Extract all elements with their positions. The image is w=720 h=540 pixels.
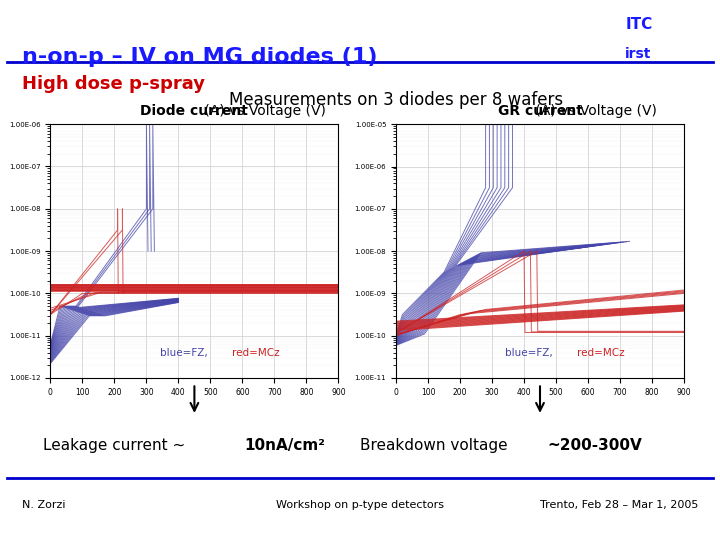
Text: ITC: ITC — [625, 17, 652, 32]
Text: Diode current: Diode current — [140, 104, 248, 118]
Text: Trento, Feb 28 – Mar 1, 2005: Trento, Feb 28 – Mar 1, 2005 — [540, 500, 698, 510]
Text: irst: irst — [625, 47, 652, 61]
Text: Measurements on 3 diodes per 8 wafers: Measurements on 3 diodes per 8 wafers — [229, 91, 563, 109]
Text: High dose p-spray: High dose p-spray — [22, 75, 204, 93]
Text: GR current: GR current — [498, 104, 582, 118]
Text: (A) vs Voltage (V): (A) vs Voltage (V) — [200, 104, 325, 118]
Text: red=MCz: red=MCz — [577, 348, 625, 357]
Text: red=MCz: red=MCz — [232, 348, 279, 357]
Text: n-on-p – IV on MG diodes (1): n-on-p – IV on MG diodes (1) — [22, 46, 377, 67]
Text: 10nA/cm²: 10nA/cm² — [245, 438, 325, 453]
Text: N. Zorzi: N. Zorzi — [22, 500, 65, 510]
Text: blue=FZ,: blue=FZ, — [160, 348, 207, 357]
Text: blue=FZ,: blue=FZ, — [505, 348, 553, 357]
Text: Breakdown voltage: Breakdown voltage — [360, 438, 513, 453]
Text: (A) vs Voltage (V): (A) vs Voltage (V) — [531, 104, 657, 118]
Text: ~200-300V: ~200-300V — [547, 438, 642, 453]
Text: Leakage current ~: Leakage current ~ — [43, 438, 190, 453]
Text: Workshop on p-type detectors: Workshop on p-type detectors — [276, 500, 444, 510]
